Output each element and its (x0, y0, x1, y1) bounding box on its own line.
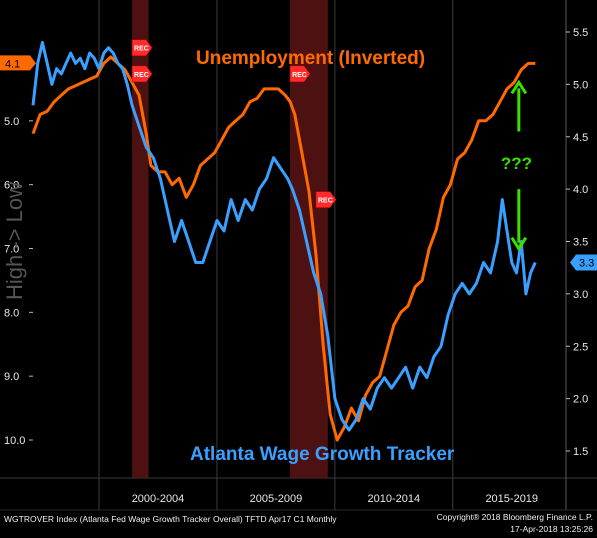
wage-growth-line (31, 41, 537, 432)
right-tick-label: 2.5 (573, 341, 588, 353)
unemployment-title: Unemployment (Inverted) (196, 48, 425, 69)
left-tick-label: 8.0 (4, 307, 19, 319)
question-marks: ??? (501, 154, 532, 173)
y-axis-label: High -> Low (2, 182, 27, 300)
right-tick-label: 1.5 (573, 446, 588, 458)
footer: WGTROVER Index (Atlanta Fed Wage Growth … (4, 511, 593, 537)
series-layer (31, 41, 537, 442)
x-tick-label: 2000-2004 (132, 493, 185, 505)
recession-marker-2 (131, 65, 153, 83)
recession-marker-3 (289, 65, 311, 83)
left-tick-label: 10.0 (4, 435, 25, 447)
left-current-tag (0, 55, 30, 71)
x-grid (98, 0, 454, 510)
left-current-label: 4.1 (5, 58, 20, 70)
right-tick-label: 2.0 (573, 394, 588, 406)
left-tick-label: 7.0 (4, 244, 19, 256)
x-tick-label: 2015-2019 (485, 493, 538, 505)
left-tick-label: 6.0 (4, 180, 19, 192)
x-tick-label: 2010-2014 (368, 493, 421, 505)
annotations: Unemployment (Inverted) Atlanta Wage Grow… (131, 39, 532, 465)
left-tick-label: 5.0 (4, 116, 19, 128)
recession-marker-label: REC (134, 46, 149, 53)
x-tick-label: 2005-2009 (250, 493, 303, 505)
right-tick-label: 4.5 (573, 132, 588, 144)
right-tick-label: 3.5 (573, 237, 588, 249)
arrow-down-head (510, 236, 528, 252)
right-tick-label: 3.0 (573, 289, 588, 301)
right-current-tag (570, 254, 597, 271)
left-current-tag-arrow (30, 55, 36, 71)
recession-marker-label: REC (292, 72, 307, 79)
footer-copyright: Copyright® 2018 Bloomberg Finance L.P. 1… (437, 511, 593, 535)
recession-marker-4 (315, 191, 337, 208)
recession-marker-1 (131, 39, 153, 56)
axes: 5.0 6.0 7.0 8.0 9.0 10.0 1.5 2.0 2.5 3.0 3.5 4.0 4.5… (0, 27, 597, 505)
footer-copyright-line: Copyright® 2018 Bloomberg Finance L.P. (436, 512, 593, 522)
wage-growth-title: Atlanta Wage Growth Tracker (190, 444, 455, 465)
footer-source: WGTROVER Index (Atlanta Fed Wage Growth … (4, 514, 337, 524)
right-current-label: 3.3 (579, 257, 594, 269)
recession-marker-label: REC (134, 72, 149, 79)
right-tick-label: 5.0 (573, 79, 588, 91)
arrow-up-head (510, 79, 528, 95)
footer-timestamp: 17-Apr-2018 13:25:26 (510, 524, 593, 534)
right-tick-label: 5.5 (573, 27, 588, 39)
right-tick-label: 4.0 (573, 184, 588, 196)
left-tick-label: 9.0 (4, 371, 19, 383)
recession-marker-label: REC (318, 198, 333, 205)
